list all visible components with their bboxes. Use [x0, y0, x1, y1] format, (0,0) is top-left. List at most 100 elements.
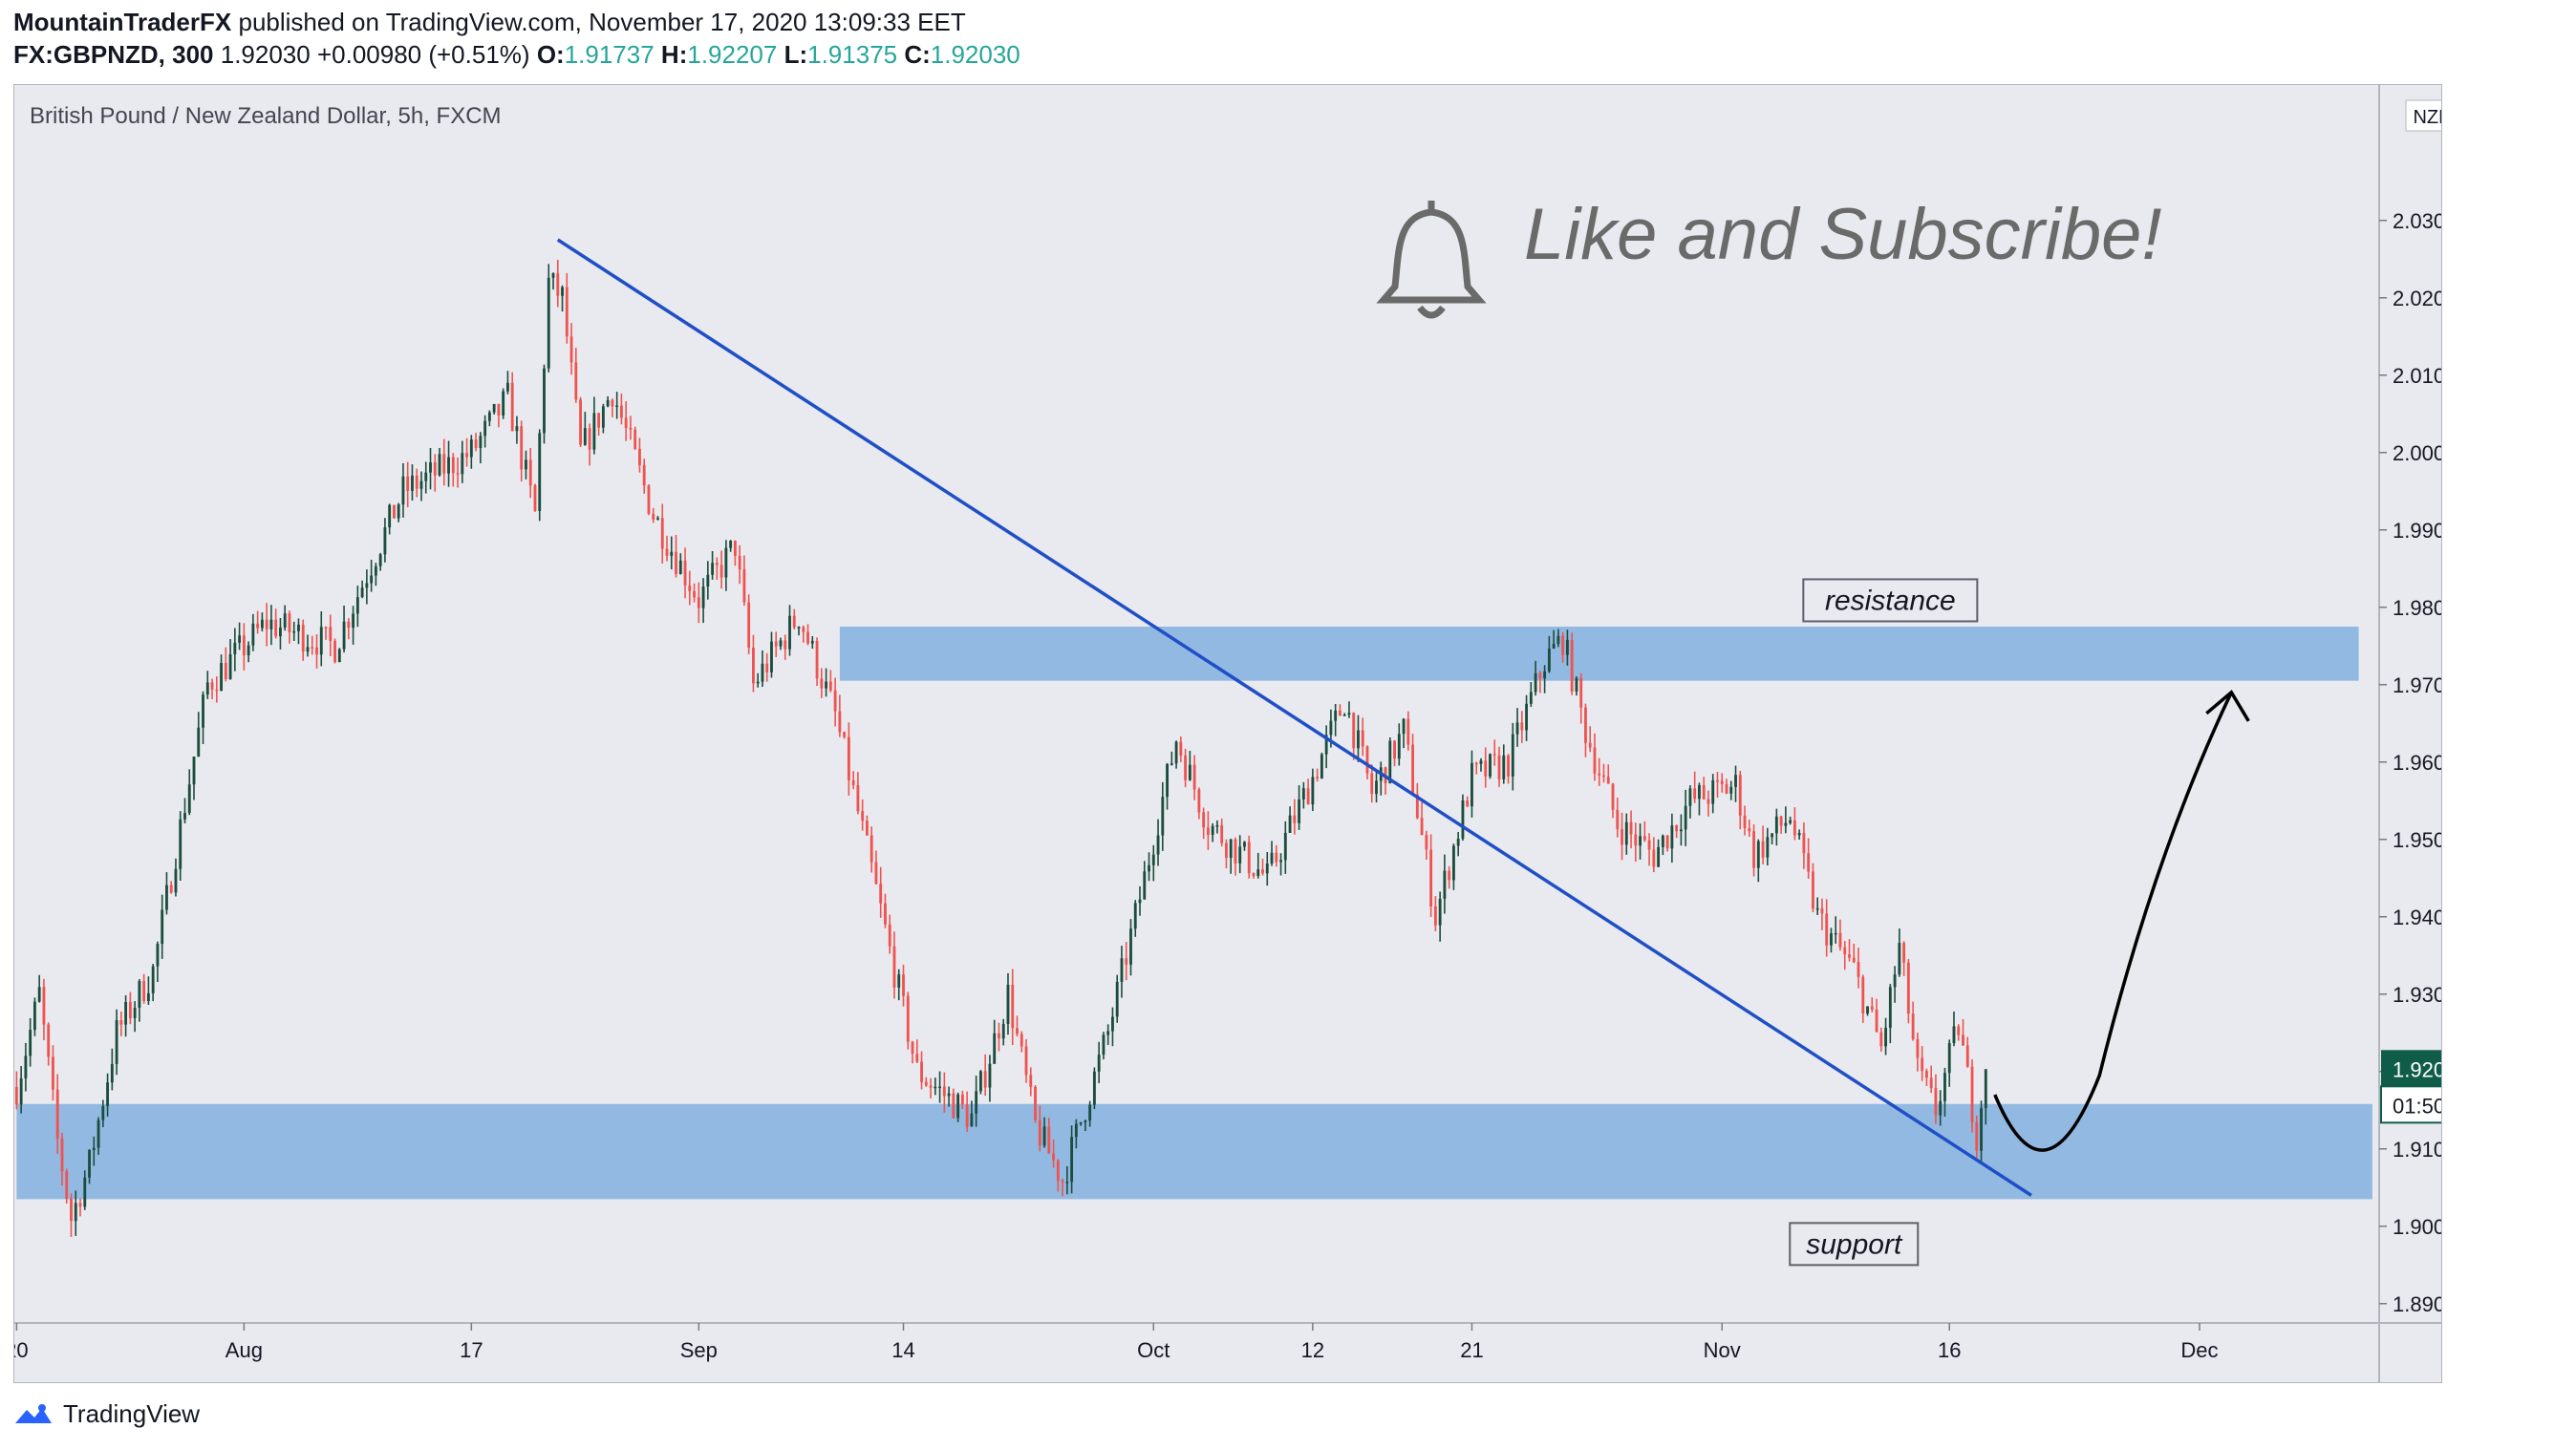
low-value: 1.91375 [807, 40, 898, 69]
candle [1102, 1032, 1106, 1060]
chart-canvas[interactable]: British Pound / New Zealand Dollar, 5h, … [14, 85, 2441, 1382]
candle-body [970, 1113, 974, 1127]
candle-body [738, 556, 741, 570]
candle [397, 502, 400, 522]
candle-body [128, 1002, 132, 1019]
candle-body [65, 1171, 69, 1199]
candle-body [374, 565, 377, 576]
candle-body [1497, 755, 1501, 779]
candle-body [1812, 871, 1814, 909]
currency-box [2405, 99, 2441, 132]
candle [1624, 813, 1628, 855]
candle-body [675, 551, 677, 574]
chart-panel[interactable]: British Pound / New Zealand Dollar, 5h, … [13, 84, 2442, 1383]
candle-body [638, 448, 641, 466]
candle-body [1001, 1023, 1005, 1039]
candle [1020, 1031, 1023, 1053]
tradingview-logo-icon[interactable] [13, 1402, 54, 1427]
price-tick-label: 2.03000 [2393, 209, 2441, 233]
candle [315, 634, 318, 669]
candle [1220, 818, 1224, 847]
candle [892, 931, 896, 999]
footer-brand[interactable]: TradingView [63, 1399, 201, 1428]
candle-body [715, 563, 719, 565]
candle-body [770, 641, 773, 672]
published-text: published on TradingView.com, November 1… [238, 8, 966, 36]
candle [1520, 711, 1524, 743]
candle-body [274, 619, 278, 637]
price-tick-label: 1.99000 [2393, 519, 2441, 543]
author-name[interactable]: MountainTraderFX [13, 8, 232, 36]
candle [1497, 746, 1501, 787]
candle-body [942, 1086, 946, 1097]
candle-body [169, 885, 173, 893]
candle-body [1456, 839, 1460, 846]
candle-body [902, 974, 905, 996]
candle [1543, 665, 1547, 693]
candle [1143, 861, 1147, 900]
candle [579, 396, 582, 447]
candle [205, 671, 209, 699]
ohlc-header: FX:GBPNZD, 300 1.92030 +0.00980 (+0.51%)… [13, 40, 1020, 70]
candle-body [861, 811, 865, 821]
candle [19, 1066, 23, 1114]
candle-body [1406, 718, 1410, 745]
candle [202, 691, 204, 744]
candle-body [1038, 1119, 1041, 1146]
candle [337, 648, 341, 663]
candle-body [729, 541, 733, 548]
candle-body [1433, 906, 1437, 926]
candle-body [1565, 639, 1569, 655]
candle [543, 364, 546, 444]
candle-body [1029, 1075, 1033, 1087]
projection-curve [1993, 692, 2233, 1152]
candle-body [1243, 842, 1246, 847]
candle-body [911, 1041, 914, 1055]
candle [861, 799, 865, 831]
candle-body [238, 635, 242, 643]
candle-body [119, 1020, 123, 1025]
candle [1197, 787, 1201, 820]
candle-body [688, 585, 692, 591]
candle-body [242, 635, 246, 656]
candle [251, 613, 255, 651]
candle-body [1375, 780, 1378, 795]
candle [988, 1055, 992, 1102]
candle-body [1261, 869, 1264, 874]
candle [1575, 676, 1578, 696]
candle-body [1771, 833, 1774, 838]
candle-body [1743, 815, 1747, 829]
candle [592, 396, 596, 455]
price-tick-label: 1.89000 [2393, 1292, 2441, 1316]
candle [619, 394, 623, 425]
candle [451, 453, 455, 487]
candle-body [1179, 741, 1183, 756]
price-tick-label: 1.91000 [2393, 1138, 2441, 1162]
candle [528, 447, 532, 499]
candle-body [115, 1020, 118, 1064]
candle [1188, 751, 1191, 781]
high-label: H: [660, 40, 688, 69]
candle [561, 285, 564, 312]
candle-body [1197, 789, 1201, 813]
candle [1492, 739, 1496, 766]
candle-body [711, 563, 715, 575]
candle [784, 634, 787, 660]
candle-body [247, 645, 250, 656]
candle-body [784, 640, 787, 650]
candle [633, 426, 637, 451]
candle [810, 636, 814, 650]
price-change: +0.00980 (+0.51%) [316, 40, 530, 69]
candle [128, 992, 132, 1025]
candle-body [828, 681, 832, 691]
candle [1820, 898, 1824, 930]
candle [192, 757, 196, 800]
candle [378, 552, 382, 571]
candle [869, 826, 873, 873]
candle [1420, 801, 1424, 836]
candle-body [960, 1094, 964, 1105]
candle-body [1525, 703, 1528, 731]
candle [833, 677, 837, 727]
candle-body [1215, 824, 1219, 827]
candle-body [365, 583, 369, 588]
